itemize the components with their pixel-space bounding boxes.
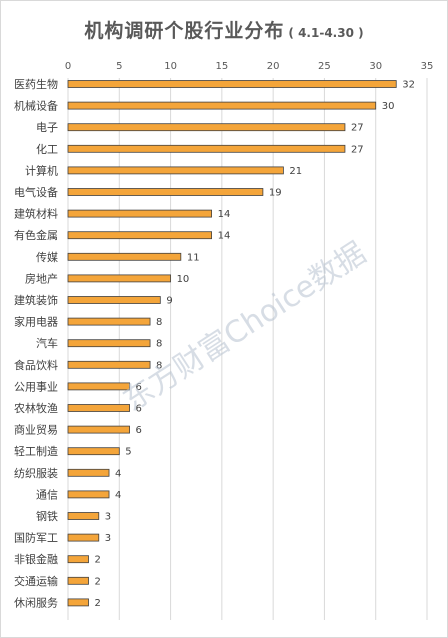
bar [67, 555, 89, 564]
bar [67, 252, 182, 261]
bars [67, 80, 397, 607]
category-label: 休闲服务 [14, 595, 58, 609]
chart-title: 机构调研个股行业分布 [84, 20, 285, 42]
data-label: 27 [351, 123, 364, 134]
data-label: 4 [115, 468, 121, 479]
category-label: 建筑装饰 [14, 293, 58, 307]
category-label: 食品饮料 [14, 358, 58, 372]
data-label: 32 [402, 80, 415, 91]
category-label: 商业贸易 [14, 423, 58, 437]
category-label: 汽车 [36, 336, 58, 350]
category-label: 计算机 [25, 163, 58, 177]
bar [67, 360, 151, 369]
data-label: 10 [177, 274, 190, 285]
data-label: 9 [166, 296, 172, 307]
data-label: 2 [95, 598, 101, 609]
data-label: 2 [95, 576, 101, 587]
category-label: 国防军工 [14, 531, 58, 545]
category-label: 纺织服装 [14, 466, 58, 480]
category-label: 交通运输 [14, 574, 58, 588]
data-label: 6 [136, 382, 142, 393]
data-label: 3 [105, 533, 111, 544]
category-label: 化工 [36, 142, 58, 156]
category-labels: 医药生物机械设备电子化工计算机电气设备建筑材料有色金属传媒房地产建筑装饰家用电器… [14, 77, 58, 609]
category-label: 非银金融 [14, 552, 58, 566]
bar [67, 382, 130, 391]
category-label: 通信 [36, 488, 58, 501]
data-label: 6 [136, 425, 142, 436]
bar [67, 231, 213, 240]
category-label: 公用事业 [14, 380, 58, 393]
category-label: 轻工制造 [14, 444, 58, 458]
chart-subtitle: ( 4.1-4.30 ) [288, 26, 364, 40]
chart-title-block: 机构调研个股行业分布( 4.1-4.30 ) [0, 16, 448, 43]
bar [67, 598, 89, 607]
category-label: 家用电器 [14, 315, 58, 329]
x-tick-label: 30 [369, 61, 382, 72]
category-label: 建筑材料 [14, 207, 58, 221]
bar [67, 404, 130, 412]
bar [67, 296, 161, 304]
bar [67, 490, 110, 499]
bar [67, 425, 130, 434]
data-label: 14 [218, 209, 231, 220]
bar [67, 533, 100, 542]
data-label: 21 [289, 166, 302, 177]
category-label: 医药生物 [14, 77, 58, 91]
x-axis-ticks: 0 5 10 15 20 25 30 35 [65, 61, 434, 72]
x-tick-label: 10 [164, 61, 177, 72]
data-label: 5 [125, 447, 131, 458]
bar [67, 123, 346, 132]
bar [67, 468, 110, 477]
bar [67, 166, 284, 175]
category-label: 房地产 [25, 271, 58, 285]
data-label: 14 [218, 231, 231, 242]
bar [67, 447, 120, 456]
data-label: 6 [136, 404, 142, 415]
bar [67, 339, 151, 348]
bar [67, 101, 377, 110]
category-label: 有色金属 [14, 228, 58, 242]
bar [67, 188, 264, 196]
grid-lines [67, 78, 428, 620]
x-tick-label: 35 [421, 61, 434, 72]
data-label: 8 [156, 317, 162, 328]
category-label: 机械设备 [14, 99, 58, 113]
x-tick-label: 5 [116, 61, 122, 72]
bar [67, 576, 89, 585]
data-label: 27 [351, 144, 364, 155]
x-tick-label: 15 [215, 61, 228, 72]
data-label: 8 [156, 360, 162, 371]
category-label: 电气设备 [14, 185, 58, 199]
x-tick-label: 0 [65, 61, 71, 72]
bar [67, 209, 213, 218]
data-label: 11 [187, 252, 200, 263]
category-label: 传媒 [36, 251, 58, 264]
data-label: 3 [105, 512, 111, 523]
category-label: 电子 [36, 121, 58, 134]
data-label: 19 [269, 188, 282, 199]
data-label: 2 [95, 555, 101, 566]
bar [67, 512, 100, 520]
category-label: 农林牧渔 [14, 401, 58, 415]
bar [67, 80, 397, 88]
data-label: 4 [115, 490, 121, 501]
data-label: 30 [382, 101, 395, 112]
x-tick-label: 20 [267, 61, 280, 72]
bar [67, 144, 346, 153]
bar [67, 317, 151, 326]
category-label: 钢铁 [36, 510, 58, 523]
data-label: 8 [156, 339, 162, 350]
bar [67, 274, 171, 283]
x-tick-label: 25 [318, 61, 331, 72]
